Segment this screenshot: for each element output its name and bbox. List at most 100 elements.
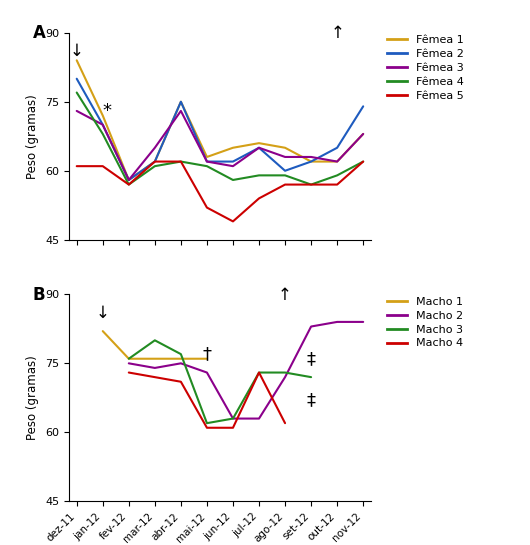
- Fêmea 2: [230, 158, 236, 165]
- Macho 2: [204, 370, 210, 376]
- Fêmea 4: [178, 158, 184, 165]
- Fêmea 5: [178, 158, 184, 165]
- Legend: Fêmea 1, Fêmea 2, Fêmea 3, Fêmea 4, Fêmea 5: Fêmea 1, Fêmea 2, Fêmea 3, Fêmea 4, Fême…: [386, 34, 465, 102]
- Y-axis label: Peso (gramas): Peso (gramas): [26, 94, 40, 179]
- Text: ↑: ↑: [330, 24, 344, 42]
- Fêmea 3: [282, 154, 288, 160]
- Fêmea 4: [282, 172, 288, 179]
- Macho 3: [126, 355, 132, 362]
- Fêmea 5: [152, 158, 158, 165]
- Fêmea 5: [360, 158, 366, 165]
- Fêmea 5: [334, 181, 340, 188]
- Fêmea 2: [126, 177, 132, 183]
- Fêmea 3: [334, 158, 340, 165]
- Fêmea 2: [334, 144, 340, 151]
- Fêmea 4: [360, 158, 366, 165]
- Fêmea 4: [334, 172, 340, 179]
- Line: Fêmea 3: Fêmea 3: [77, 111, 363, 180]
- Fêmea 2: [100, 122, 106, 128]
- Fêmea 3: [256, 144, 262, 151]
- Fêmea 3: [204, 158, 210, 165]
- Fêmea 3: [178, 108, 184, 114]
- Line: Fêmea 5: Fêmea 5: [77, 161, 363, 221]
- Fêmea 3: [100, 122, 106, 128]
- Fêmea 4: [152, 163, 158, 169]
- Fêmea 4: [100, 131, 106, 137]
- Macho 3: [178, 351, 184, 358]
- Fêmea 3: [360, 131, 366, 137]
- Macho 3: [152, 337, 158, 343]
- Text: A: A: [33, 25, 46, 43]
- Fêmea 1: [308, 158, 314, 165]
- Fêmea 2: [308, 158, 314, 165]
- Macho 4: [230, 425, 236, 431]
- Macho 3: [256, 370, 262, 376]
- Macho 4: [256, 370, 262, 376]
- Fêmea 1: [152, 158, 158, 165]
- Fêmea 3: [126, 177, 132, 183]
- Macho 1: [100, 328, 106, 335]
- Macho 1: [152, 355, 158, 362]
- Fêmea 1: [360, 131, 366, 137]
- Macho 4: [152, 374, 158, 380]
- Text: †: †: [202, 345, 211, 363]
- Line: Macho 2: Macho 2: [129, 322, 363, 419]
- Y-axis label: Peso (gramas): Peso (gramas): [26, 355, 40, 440]
- Fêmea 5: [74, 163, 80, 169]
- Fêmea 1: [126, 177, 132, 183]
- Fêmea 5: [126, 181, 132, 188]
- Fêmea 1: [334, 158, 340, 165]
- Macho 3: [308, 374, 314, 380]
- Fêmea 2: [204, 158, 210, 165]
- Fêmea 1: [74, 57, 80, 64]
- Fêmea 2: [360, 103, 366, 110]
- Fêmea 5: [308, 181, 314, 188]
- Fêmea 3: [152, 144, 158, 151]
- Fêmea 2: [152, 158, 158, 165]
- Macho 3: [230, 415, 236, 422]
- Macho 2: [178, 360, 184, 367]
- Fêmea 5: [256, 195, 262, 202]
- Text: *: *: [103, 102, 112, 120]
- Fêmea 2: [178, 99, 184, 105]
- Fêmea 1: [282, 144, 288, 151]
- Fêmea 4: [230, 177, 236, 183]
- Text: ↓: ↓: [70, 42, 84, 60]
- Macho 2: [256, 415, 262, 422]
- Fêmea 4: [256, 172, 262, 179]
- Line: Macho 3: Macho 3: [129, 340, 311, 423]
- Line: Fêmea 4: Fêmea 4: [77, 93, 363, 185]
- Fêmea 1: [256, 140, 262, 147]
- Macho 2: [282, 374, 288, 380]
- Fêmea 5: [282, 181, 288, 188]
- Text: ↑: ↑: [278, 286, 292, 304]
- Macho 1: [204, 355, 210, 362]
- Text: ↓: ↓: [96, 304, 110, 322]
- Text: B: B: [33, 286, 45, 304]
- Fêmea 4: [74, 89, 80, 96]
- Fêmea 4: [126, 181, 132, 188]
- Fêmea 4: [204, 163, 210, 169]
- Fêmea 1: [204, 154, 210, 160]
- Macho 2: [308, 323, 314, 330]
- Line: Fêmea 1: Fêmea 1: [77, 60, 363, 180]
- Fêmea 3: [74, 108, 80, 114]
- Macho 2: [334, 319, 340, 325]
- Macho 3: [204, 420, 210, 426]
- Line: Macho 1: Macho 1: [103, 331, 207, 359]
- Fêmea 1: [178, 99, 184, 105]
- Macho 4: [204, 425, 210, 431]
- Fêmea 5: [204, 204, 210, 211]
- Fêmea 5: [100, 163, 106, 169]
- Text: ‡: ‡: [306, 350, 315, 368]
- Macho 1: [126, 355, 132, 362]
- Fêmea 5: [230, 218, 236, 225]
- Macho 2: [152, 365, 158, 371]
- Macho 4: [178, 378, 184, 385]
- Legend: Macho 1, Macho 2, Macho 3, Macho 4: Macho 1, Macho 2, Macho 3, Macho 4: [386, 296, 464, 349]
- Fêmea 2: [282, 167, 288, 174]
- Line: Fêmea 2: Fêmea 2: [77, 78, 363, 180]
- Macho 2: [126, 360, 132, 367]
- Line: Macho 4: Macho 4: [129, 373, 285, 428]
- Macho 2: [360, 319, 366, 325]
